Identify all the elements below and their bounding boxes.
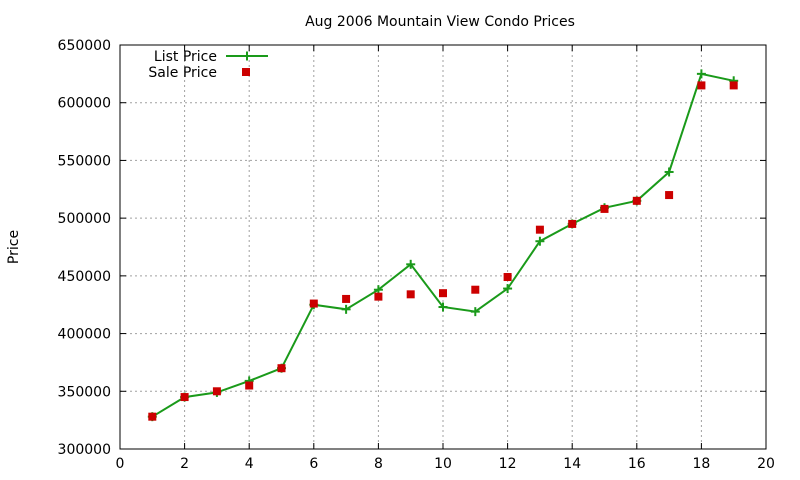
sale-price-point [309,299,318,308]
sale-price-point [342,294,351,303]
chart-title: Aug 2006 Mountain View Condo Prices [305,14,575,30]
legend: List Price Sale Price [148,49,268,81]
plot-frame [119,44,767,450]
y-tick-label: 400000 [58,327,111,343]
sale-price-point [245,381,254,390]
y-tick-label: 550000 [58,153,111,169]
sale-price-point [632,196,641,205]
y-tick-label: 300000 [58,442,111,458]
y-tick-label: 500000 [58,211,111,227]
legend-swatch-sale-price [242,68,250,76]
list-price-point [341,304,351,314]
sale-price-point [665,191,674,200]
sale-price-point [535,225,544,234]
legend-marker-sale-price [242,68,250,76]
sale-price-point [568,219,577,228]
sale-price-point [406,290,415,299]
list-price-point [664,167,674,177]
legend-swatch-list-price [226,51,268,61]
sale-price-point [374,292,383,301]
list-price-point [438,302,448,312]
x-tick-label: 0 [116,456,125,472]
x-tick-label: 16 [628,456,646,472]
y-tick-label: 600000 [58,96,111,112]
x-tick-label: 20 [757,456,775,472]
series-layer [147,69,739,422]
axes: 0 2 4 6 8 10 12 14 16 18 20 300000 350000 400000 45000… [58,38,775,472]
y-tick-label: 650000 [58,38,111,54]
sale-price-point [471,285,480,294]
sale-price-point [148,412,157,421]
sale-price-point [180,393,189,402]
x-tick-label: 4 [245,456,254,472]
legend-label-sale-price: Sale Price [148,65,217,81]
x-tick-label: 6 [309,456,318,472]
sale-price-point [212,387,221,396]
list-price-point [406,259,416,269]
sale-price-point [439,289,447,298]
sale-price-point [729,81,738,90]
y-tick-label: 350000 [58,384,111,400]
x-tick-label: 10 [434,456,452,472]
x-tick-label: 14 [563,456,581,472]
x-tick-label: 18 [692,456,710,472]
y-axis-label: Price [6,230,22,264]
legend-marker-list-price [242,51,252,61]
list-price-point [503,284,513,294]
list-price-point [470,307,480,317]
legend-label-list-price: List Price [154,49,217,65]
list-price-point [535,236,545,246]
y-tick-label: 450000 [58,269,111,285]
sale-price-point [600,204,609,213]
sale-price-point [503,273,512,282]
x-tick-label: 2 [180,456,189,472]
sale-price-point [277,364,286,373]
sale-price-point [697,81,706,90]
list-price-point [696,69,706,79]
x-tick-label: 12 [499,456,517,472]
x-tick-label: 8 [374,456,383,472]
